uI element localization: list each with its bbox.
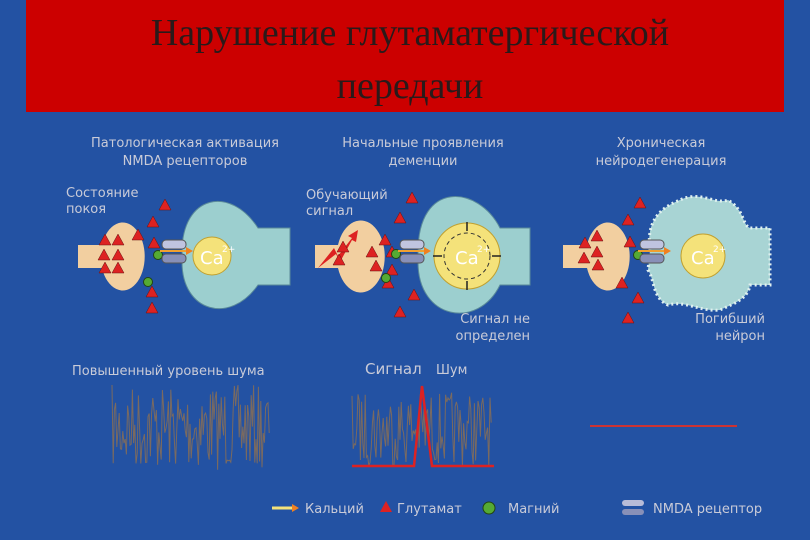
title-band <box>26 0 784 112</box>
glutamate <box>158 198 172 211</box>
ion-symbol: Ca <box>200 248 224 269</box>
glutamate <box>369 259 383 272</box>
receptor <box>399 239 425 250</box>
signal-label: Сигнал <box>365 360 422 378</box>
noise-trace <box>111 384 270 470</box>
legend <box>272 500 644 515</box>
magnesium <box>381 273 391 283</box>
glutamate <box>590 245 604 258</box>
legend-label: Глутамат <box>397 502 462 517</box>
glutamate <box>405 191 419 204</box>
neurons-3 <box>563 194 772 312</box>
glutamate <box>365 245 379 258</box>
ion-charge: 2+ <box>713 245 726 255</box>
receptor <box>161 239 187 250</box>
glutamate <box>623 235 637 248</box>
panel-heading: деменции <box>388 154 457 169</box>
glutamate <box>578 236 592 249</box>
glutamate <box>111 261 125 274</box>
panel-heading: нейродегенерация <box>596 154 727 169</box>
ion-symbol: Ca <box>691 248 715 269</box>
glutamate <box>336 240 350 253</box>
glutamate <box>147 236 161 249</box>
noise-label: Шум <box>436 363 467 378</box>
glutamate <box>111 248 125 261</box>
glutamate <box>98 261 112 274</box>
glutamate <box>111 233 125 246</box>
calcium-arrow-head <box>186 247 193 255</box>
glutamate <box>393 211 407 224</box>
glutamate <box>145 285 159 298</box>
glutamate <box>385 263 399 276</box>
legend-label: Магний <box>508 502 559 517</box>
glutamate <box>97 248 111 261</box>
noise-label: Повышенный уровень шума <box>72 364 265 379</box>
receptor <box>639 239 665 250</box>
neurons-2 <box>315 196 531 314</box>
title-line: Нарушение глутаматергической <box>151 12 669 54</box>
glutamate <box>378 233 392 246</box>
glutamate <box>131 228 145 241</box>
legend-label: Кальций <box>305 502 364 517</box>
result-label: определен <box>456 329 531 344</box>
glutamate <box>590 229 604 242</box>
neurons-1 <box>78 201 291 310</box>
receptor <box>161 253 187 264</box>
panel-heading: Начальные проявления <box>342 136 504 151</box>
magnesium <box>153 250 163 260</box>
ion-charge: 2+ <box>477 245 490 255</box>
input-label: Состояние <box>66 186 138 201</box>
ion-charge: 2+ <box>222 245 235 255</box>
synapse-marks <box>97 191 671 324</box>
panel-heading: Патологическая активация <box>91 136 279 151</box>
glutamate <box>621 213 635 226</box>
ion-symbol: Ca <box>455 248 479 269</box>
glutamate <box>631 291 645 304</box>
glutamate <box>393 305 407 318</box>
input-label: покоя <box>66 202 106 217</box>
glutamate <box>621 311 635 324</box>
receptor <box>639 253 665 264</box>
input-label: Обучающий <box>306 188 388 203</box>
magnesium <box>143 277 153 287</box>
noise-traces <box>111 384 492 470</box>
glutamate <box>145 301 159 314</box>
panel-heading: NMDA рецепторов <box>123 154 248 169</box>
glutamate <box>591 258 605 271</box>
glutamate <box>332 253 346 266</box>
panel-heading: Хроническая <box>617 136 706 151</box>
signal-trace <box>352 385 494 468</box>
glutamate <box>146 215 160 228</box>
calcium-arrow-head <box>424 247 431 255</box>
result-label: Погибший <box>695 312 765 327</box>
glutamate <box>98 233 112 246</box>
input-label: сигнал <box>306 204 353 219</box>
title-line: передачи <box>337 65 484 107</box>
calcium-arrow-head <box>664 247 671 255</box>
result-label: Сигнал не <box>460 312 530 327</box>
noise-trace <box>351 392 492 468</box>
receptor <box>399 253 425 264</box>
glutamate <box>633 196 647 209</box>
glutamate <box>577 251 591 264</box>
glutamate <box>407 288 421 301</box>
result-label: нейрон <box>715 329 765 344</box>
legend-label: NMDA рецептор <box>653 502 762 517</box>
glutamate <box>615 276 629 289</box>
